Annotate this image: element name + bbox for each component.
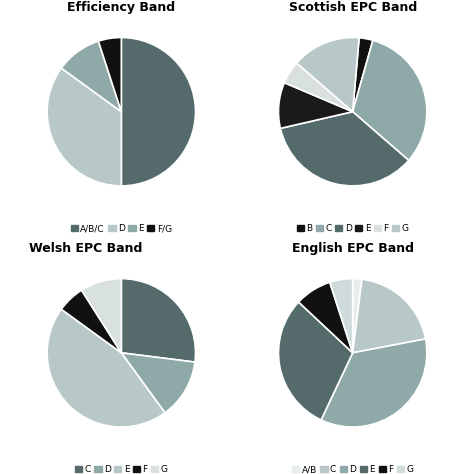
Wedge shape bbox=[353, 40, 427, 160]
Wedge shape bbox=[61, 41, 121, 112]
Wedge shape bbox=[330, 279, 353, 353]
Wedge shape bbox=[321, 339, 427, 427]
Legend: A/B/C, D, E, F/G: A/B/C, D, E, F/G bbox=[71, 224, 172, 233]
Legend: C, D, E, F, G: C, D, E, F, G bbox=[75, 465, 168, 474]
Wedge shape bbox=[121, 37, 195, 186]
Legend: B, C, D, E, F, G: B, C, D, E, F, G bbox=[297, 224, 409, 233]
Wedge shape bbox=[47, 68, 121, 186]
Wedge shape bbox=[279, 302, 353, 420]
Wedge shape bbox=[353, 279, 362, 353]
Wedge shape bbox=[353, 38, 373, 112]
Wedge shape bbox=[353, 279, 426, 353]
Wedge shape bbox=[281, 112, 409, 186]
Wedge shape bbox=[121, 279, 195, 362]
Wedge shape bbox=[297, 37, 359, 112]
Legend: A/B, C, D, E, F, G: A/B, C, D, E, F, G bbox=[292, 465, 413, 474]
Text: Welsh EPC Band: Welsh EPC Band bbox=[28, 242, 142, 255]
Wedge shape bbox=[279, 82, 353, 128]
Wedge shape bbox=[82, 279, 121, 353]
Wedge shape bbox=[47, 309, 165, 427]
Title: Scottish EPC Band: Scottish EPC Band bbox=[289, 0, 417, 14]
Wedge shape bbox=[121, 353, 195, 413]
Wedge shape bbox=[284, 63, 353, 112]
Title: English EPC Band: English EPC Band bbox=[292, 242, 414, 255]
Wedge shape bbox=[99, 37, 121, 112]
Title: Northern Irish Energy
Efficiency Band: Northern Irish Energy Efficiency Band bbox=[46, 0, 197, 14]
Wedge shape bbox=[61, 290, 121, 353]
Wedge shape bbox=[299, 282, 353, 353]
